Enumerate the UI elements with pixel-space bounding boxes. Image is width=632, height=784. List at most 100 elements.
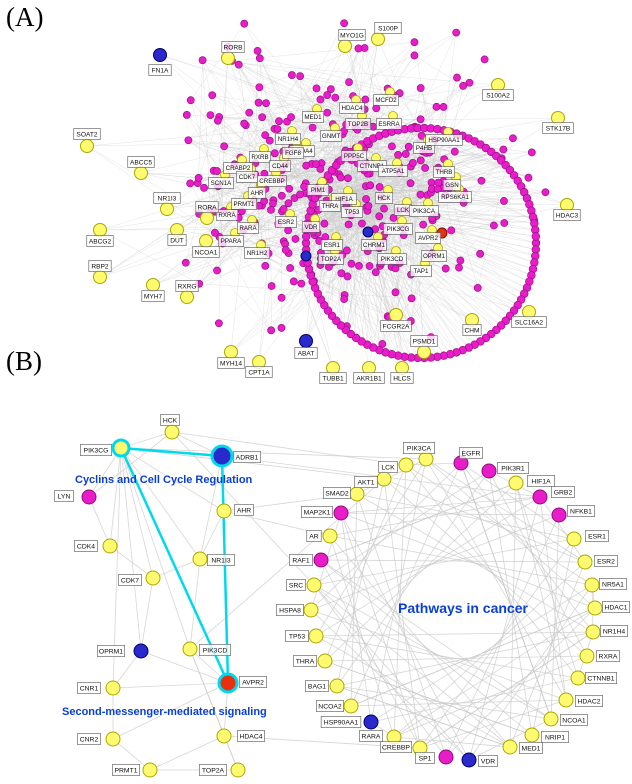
network-node[interactable]: [347, 259, 356, 268]
gene-label[interactable]: RORA: [195, 201, 219, 213]
network-node[interactable]: [344, 174, 352, 183]
gene-label[interactable]: HIF1A: [331, 193, 357, 205]
network-node[interactable]: [302, 161, 311, 170]
gene-label[interactable]: FCGR2A: [380, 320, 412, 332]
network-node[interactable]: [300, 182, 309, 191]
network-node[interactable]: [200, 211, 214, 225]
gene-label[interactable]: GSN: [442, 179, 462, 191]
network-node[interactable]: [288, 71, 296, 79]
gene-label[interactable]: THRB: [433, 166, 455, 178]
network-node[interactable]: [508, 475, 524, 491]
network-node[interactable]: [93, 270, 107, 284]
network-node[interactable]: [258, 113, 267, 122]
gene-label[interactable]: NRIP1: [541, 731, 569, 743]
network-node[interactable]: [410, 51, 419, 60]
gene-label[interactable]: SLC16A2: [511, 316, 547, 328]
gene-label[interactable]: NR1I3: [153, 192, 181, 204]
network-node[interactable]: [500, 219, 509, 227]
gene-label[interactable]: RAF1: [289, 554, 313, 566]
network-node[interactable]: [93, 223, 107, 237]
gene-label[interactable]: THRA: [319, 200, 341, 212]
gene-label[interactable]: PIK3CA: [403, 442, 435, 454]
network-node[interactable]: [134, 166, 148, 180]
network-node[interactable]: [316, 165, 325, 173]
gene-label[interactable]: BAG1: [305, 680, 329, 692]
gene-label[interactable]: ADRB1: [233, 451, 261, 463]
gene-label[interactable]: HDAC3: [553, 209, 581, 221]
gene-label[interactable]: RXRB: [249, 151, 271, 163]
network-node[interactable]: [527, 148, 536, 157]
network-node[interactable]: [261, 131, 270, 140]
network-node[interactable]: [366, 181, 375, 190]
gene-label[interactable]: MED1: [519, 742, 543, 754]
network-node[interactable]: [230, 762, 246, 778]
network-node[interactable]: [421, 164, 429, 172]
network-node[interactable]: [532, 489, 548, 505]
network-node[interactable]: [217, 672, 239, 694]
network-node[interactable]: [364, 202, 373, 210]
gene-label[interactable]: CREBBP: [380, 741, 412, 753]
network-node[interactable]: [387, 142, 396, 151]
network-node[interactable]: [277, 293, 286, 302]
gene-label[interactable]: CDK7: [236, 171, 258, 183]
network-node[interactable]: [490, 221, 498, 230]
gene-label[interactable]: SP1: [415, 752, 435, 764]
gene-label[interactable]: HSP90AA1: [320, 716, 362, 728]
gene-label[interactable]: RXRA: [596, 650, 620, 662]
network-node[interactable]: [105, 731, 121, 747]
gene-label[interactable]: PIK3CD: [377, 253, 407, 265]
gene-label[interactable]: ESR2: [275, 216, 297, 228]
network-node[interactable]: [358, 219, 366, 228]
network-node[interactable]: [343, 698, 359, 714]
gene-label[interactable]: MCFD2: [373, 94, 399, 106]
gene-label[interactable]: PPP5C: [341, 150, 367, 162]
network-node[interactable]: [401, 150, 410, 158]
network-node[interactable]: [456, 256, 465, 265]
gene-label[interactable]: HLCS: [390, 372, 414, 384]
network-node[interactable]: [439, 103, 448, 111]
network-node[interactable]: [371, 268, 380, 277]
network-node[interactable]: [375, 212, 384, 221]
gene-label[interactable]: PIK3CA: [409, 205, 439, 217]
network-node[interactable]: [340, 19, 349, 28]
network-node[interactable]: [317, 653, 333, 669]
network-node[interactable]: [371, 32, 385, 46]
network-node[interactable]: [389, 308, 403, 322]
network-node[interactable]: [261, 261, 270, 270]
network-node[interactable]: [186, 179, 195, 188]
gene-label[interactable]: RORB: [221, 41, 245, 53]
network-node[interactable]: [320, 219, 329, 228]
network-node[interactable]: [224, 345, 238, 359]
network-node[interactable]: [102, 538, 118, 554]
network-node[interactable]: [255, 83, 264, 92]
network-node[interactable]: [284, 226, 292, 235]
gene-label[interactable]: MYH7: [141, 290, 165, 302]
network-node[interactable]: [273, 125, 282, 134]
gene-label[interactable]: AR: [306, 530, 322, 542]
network-node[interactable]: [333, 505, 349, 521]
network-node[interactable]: [394, 151, 403, 159]
gene-label[interactable]: HDAC2: [575, 695, 603, 707]
network-node[interactable]: [267, 205, 275, 214]
network-node[interactable]: [153, 48, 167, 62]
gene-label[interactable]: AKR1B1: [353, 372, 385, 384]
gene-label[interactable]: AHR: [234, 504, 254, 516]
network-node[interactable]: [416, 84, 425, 92]
network-node[interactable]: [216, 503, 232, 519]
network-node[interactable]: [267, 282, 276, 290]
network-node[interactable]: [216, 728, 232, 744]
gene-label[interactable]: LYN: [54, 490, 74, 502]
network-node[interactable]: [380, 204, 388, 213]
network-node[interactable]: [160, 202, 174, 216]
network-node[interactable]: [210, 444, 234, 468]
gene-label[interactable]: S100A2: [482, 89, 514, 101]
network-node[interactable]: [287, 113, 295, 122]
network-node[interactable]: [133, 643, 149, 659]
network-node[interactable]: [531, 232, 541, 241]
network-node[interactable]: [349, 486, 365, 502]
network-node[interactable]: [461, 752, 477, 768]
gene-label[interactable]: PPARA: [218, 235, 244, 247]
network-node[interactable]: [343, 272, 352, 281]
network-node[interactable]: [198, 56, 207, 65]
network-node[interactable]: [408, 158, 417, 167]
